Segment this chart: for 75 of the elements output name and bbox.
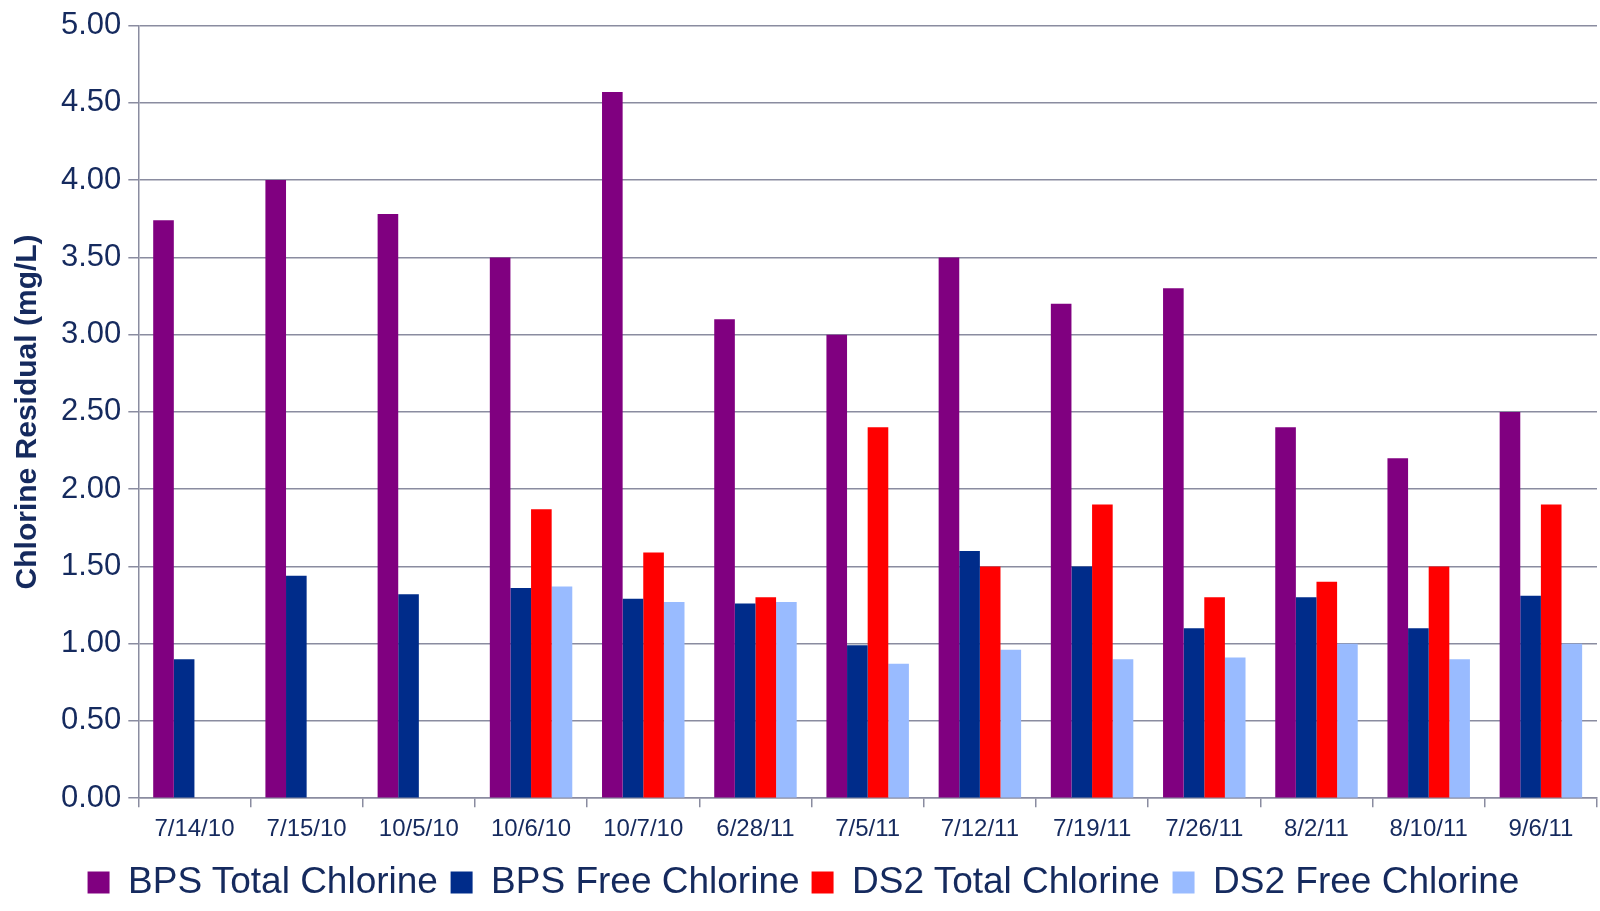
bar	[1561, 643, 1583, 798]
x-tick-label: 8/2/11	[1284, 814, 1349, 842]
bar	[377, 214, 399, 798]
bar	[888, 663, 909, 798]
x-tick-label: 7/12/11	[940, 814, 1020, 842]
bar	[489, 257, 511, 798]
y-tick-label: 4.50	[60, 83, 122, 119]
x-tick-label: 9/6/11	[1508, 814, 1574, 842]
legend-label: BPS Free Chlorine	[491, 859, 800, 901]
bar	[734, 603, 756, 798]
x-tick-label: 7/19/11	[1052, 814, 1132, 842]
y-tick-label: 0.50	[60, 701, 122, 737]
bar	[173, 659, 195, 798]
bar	[643, 552, 664, 798]
bar	[1050, 303, 1072, 798]
bar	[1337, 643, 1358, 798]
y-tick-label: 3.50	[60, 237, 122, 273]
legend-label: DS2 Total Chlorine	[852, 859, 1160, 901]
bar	[1183, 628, 1205, 798]
bar	[1092, 504, 1113, 798]
y-axis-title: Chlorine Residual (mg/L)	[9, 234, 43, 590]
x-tick-label: 7/14/10	[154, 814, 235, 842]
legend-label: BPS Total Chlorine	[128, 859, 438, 901]
bar	[959, 550, 980, 798]
bar	[1428, 566, 1450, 798]
x-tick-label: 7/5/11	[835, 814, 901, 842]
bar	[1408, 628, 1429, 798]
bar	[1540, 504, 1562, 798]
y-tick-label: 2.00	[60, 469, 122, 505]
bar	[755, 597, 777, 798]
bar	[1449, 659, 1470, 798]
y-tick-label: 3.00	[60, 315, 122, 351]
bar	[551, 586, 573, 798]
bar	[531, 509, 552, 798]
bar	[398, 594, 419, 798]
bar	[714, 319, 735, 798]
bar	[1499, 411, 1521, 798]
bar	[510, 588, 532, 798]
x-tick-label: 6/28/11	[716, 814, 795, 842]
bar	[1275, 427, 1296, 798]
bar	[1520, 595, 1541, 798]
bar	[867, 427, 889, 798]
y-tick-label: 2.50	[60, 392, 122, 428]
y-tick-label: 1.50	[60, 546, 122, 582]
bar	[1071, 566, 1093, 798]
bar	[826, 334, 848, 798]
bar	[1000, 649, 1022, 798]
bar	[979, 566, 1001, 798]
x-tick-label: 10/5/10	[378, 814, 459, 842]
x-tick-label: 10/7/10	[603, 814, 684, 842]
x-tick-label: 7/15/10	[266, 814, 347, 842]
bar	[1204, 597, 1225, 798]
x-tick-label: 7/26/11	[1165, 814, 1244, 842]
bar	[663, 601, 685, 798]
bar	[847, 645, 868, 798]
legend-label: DS2 Free Chlorine	[1213, 859, 1520, 901]
bar	[153, 220, 174, 798]
bar	[286, 575, 307, 798]
bar	[1316, 581, 1338, 798]
bar	[776, 601, 797, 798]
y-tick-label: 0.00	[60, 778, 122, 814]
y-tick-label: 5.00	[60, 6, 122, 42]
x-tick-label: 10/6/10	[491, 814, 572, 842]
bar	[1224, 657, 1246, 798]
bar	[938, 257, 960, 798]
bar	[1387, 458, 1409, 798]
bar	[265, 180, 287, 798]
bar	[1112, 659, 1134, 798]
x-tick-label: 8/10/11	[1389, 814, 1468, 842]
y-tick-label: 4.00	[60, 160, 122, 196]
bar	[622, 598, 644, 798]
y-tick-label: 1.00	[60, 624, 122, 660]
bar	[1163, 288, 1184, 798]
bar	[1295, 597, 1317, 798]
bar	[602, 92, 623, 798]
